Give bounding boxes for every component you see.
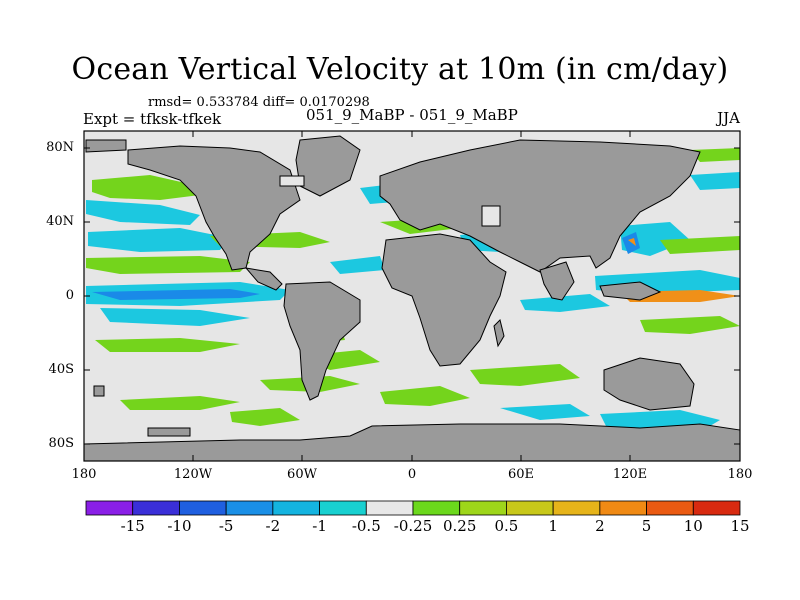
axis-ticks (83, 131, 741, 461)
colorbar-swatch (412, 500, 461, 516)
colorbar-swatch (319, 500, 367, 516)
colorbar-label: 0.25 (443, 517, 477, 535)
lat-tick-label: 80S (48, 436, 74, 451)
land-holes (279, 175, 501, 227)
lon-tick-label: 120W (173, 467, 213, 482)
colorbar-swatch (225, 500, 274, 516)
landmass-india (539, 261, 575, 301)
landmass-africa (381, 233, 507, 367)
colorbar-label: 10 (683, 517, 703, 535)
colorbar-label: -5 (218, 517, 234, 535)
run-comparison-label: 051_9_MaBP - 051_9_MaBP (306, 106, 518, 124)
lon-tick-label: 180 (71, 467, 97, 482)
colorbar (85, 500, 741, 516)
landmass-australia (603, 357, 695, 411)
lat-tick-label: 40S (48, 362, 74, 377)
lat-tick-label: 40N (46, 214, 74, 229)
experiment-label: Expt = tfksk-tfkek (83, 110, 222, 128)
colorbar-label: 2 (595, 517, 605, 535)
plot-title: Ocean Vertical Velocity at 10m (in cm/da… (71, 52, 729, 87)
colorbar-label: 15 (730, 517, 750, 535)
colorbar-swatch (85, 500, 134, 516)
colorbar-label: -2 (265, 517, 281, 535)
colorbar-label: -1 (312, 517, 327, 535)
land-masks (83, 135, 741, 462)
lon-tick-label: 0 (407, 467, 417, 482)
lat-tick-label: 0 (65, 288, 74, 303)
colorbar-label: 5 (641, 517, 652, 535)
lon-tick-label: 60E (507, 467, 535, 482)
season-label: JJA (717, 109, 740, 127)
rmsd-diff-label: rmsd= 0.533784 diff= 0.0170298 (148, 95, 370, 110)
colorbar-swatch (552, 500, 601, 516)
colorbar-label: 1 (548, 517, 558, 535)
colorbar-swatch (599, 500, 647, 516)
colorbar-label: 0.5 (494, 517, 519, 535)
colorbar-swatch (506, 500, 554, 516)
colorbar-swatch (646, 500, 694, 516)
colorbar-swatch (132, 500, 180, 516)
lon-tick-label: 180 (727, 467, 753, 482)
colorbar-label: -0.5 (351, 517, 381, 535)
lon-tick-label: 60W (287, 467, 317, 482)
colorbar-label: -0.25 (393, 517, 433, 535)
lon-tick-label: 120E (612, 467, 648, 482)
colorbar-swatch (365, 500, 414, 516)
landmass-eurasia (379, 139, 701, 273)
landmass-south-america (283, 281, 361, 401)
landmass-madagascar (493, 319, 505, 348)
landmass-greenland (295, 135, 361, 197)
colorbar-swatch (272, 500, 320, 516)
colorbar-swatch (459, 500, 507, 516)
landmass-central-america (244, 267, 283, 291)
lat-tick-label: 80N (46, 140, 74, 155)
colorbar-swatch (692, 500, 741, 516)
colorbar-swatch (179, 500, 227, 516)
landmass-indonesia (599, 281, 662, 301)
colorbar-label: -10 (167, 517, 192, 535)
colorbar-label: -15 (120, 517, 145, 535)
